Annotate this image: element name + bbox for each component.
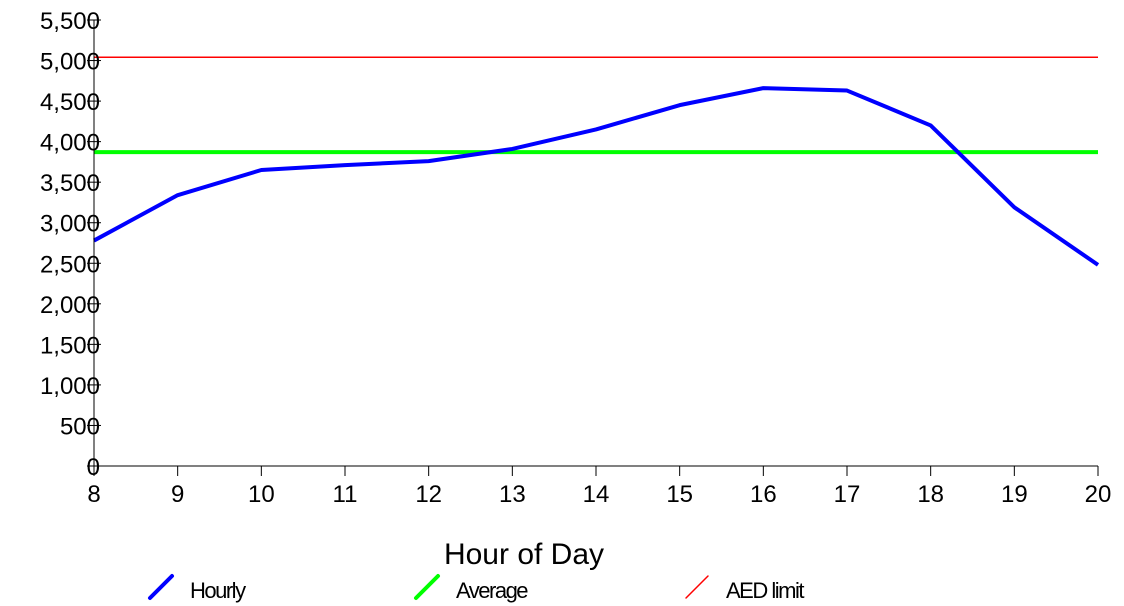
y-tick-label: 4,500 (40, 89, 100, 116)
x-tick-label: 19 (1001, 481, 1028, 508)
x-tick-label: 14 (583, 481, 610, 508)
legend-swatch (148, 574, 174, 600)
x-tick-label: 8 (87, 481, 100, 508)
x-tick-label: 17 (834, 481, 861, 508)
y-tick-label: 1,000 (40, 373, 100, 400)
y-tick-label: 3,500 (40, 170, 100, 197)
axes (93, 20, 1098, 467)
y-tick-label: 2,500 (40, 251, 100, 278)
x-tick-label: 12 (415, 481, 442, 508)
legend-label: Hourly (190, 578, 246, 603)
y-axis-ticks: 0 500 1,000 1,500 2,000 2,500 3,000 3,500 4,000 4… (40, 8, 101, 481)
y-tick-label: 1,500 (40, 332, 100, 359)
x-tick-label: 11 (333, 481, 358, 508)
x-tick-label: 20 (1085, 481, 1112, 508)
legend-label: AED limit (726, 578, 804, 603)
x-axis-ticks: 8 9 10 11 12 13 14 15 16 17 18 19 20 (87, 466, 1111, 508)
x-tick-label: 10 (248, 481, 275, 508)
x-tick-label: 13 (499, 481, 526, 508)
y-tick-label: 3,000 (40, 211, 100, 238)
legend-swatch (685, 575, 709, 599)
y-tick-label: 5,500 (40, 8, 100, 35)
x-tick-label: 16 (750, 481, 777, 508)
legend-swatch (414, 574, 440, 600)
x-tick-label: 18 (917, 481, 944, 508)
y-tick-label: 0 (87, 454, 100, 481)
y-tick-label: 500 (60, 413, 100, 440)
x-tick-label: 9 (171, 481, 184, 508)
y-tick-label: 4,000 (40, 130, 100, 157)
series-line-hourly (93, 86, 1100, 267)
legend-label: Average (456, 578, 528, 603)
series-layer (93, 56, 1100, 267)
y-tick-label: 2,000 (40, 292, 100, 319)
legend: Hourly Average AED limit (148, 574, 806, 603)
x-axis-title: Hour of Day (444, 538, 604, 571)
y-tick-label: 5,000 (40, 49, 100, 76)
x-tick-label: 15 (666, 481, 693, 508)
